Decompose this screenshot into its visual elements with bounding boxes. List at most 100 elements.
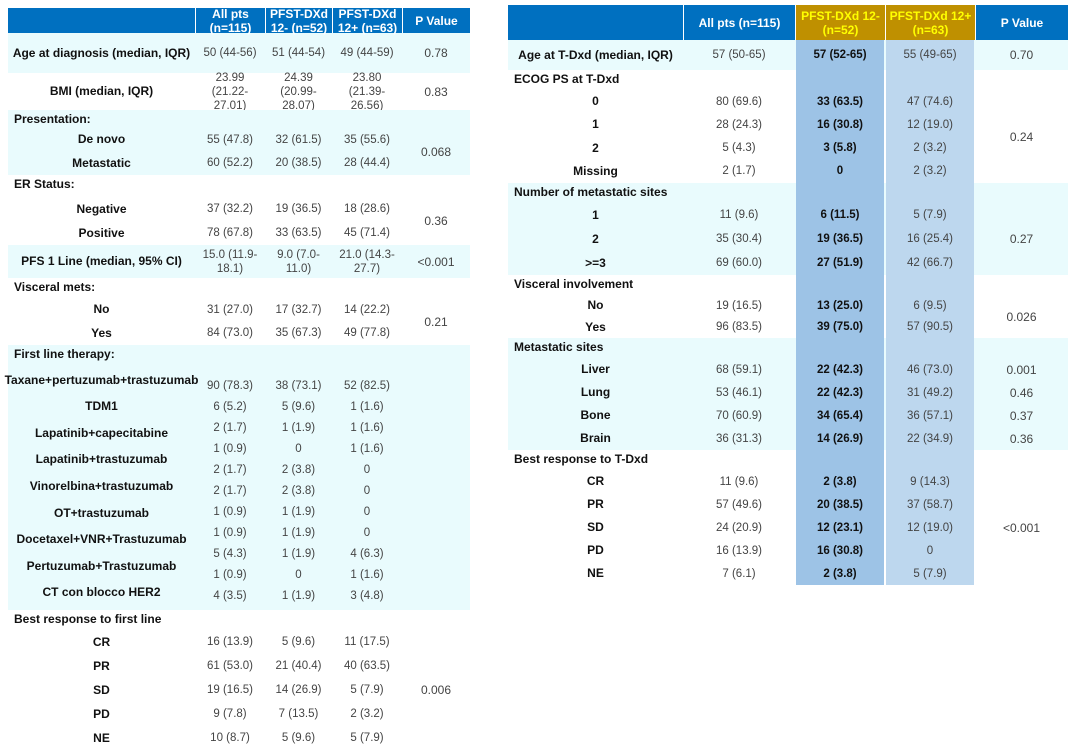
value-cell: 1 (1.6): [350, 400, 384, 413]
row-label: Lapatinib+capecitabine: [34, 425, 169, 440]
value-cell: 14 (22.2): [343, 303, 391, 316]
value-cell: 12 (19.0): [906, 118, 954, 131]
value-cell: 1 (0.9): [213, 442, 247, 455]
section-title: Number of metastatic sites: [514, 185, 668, 199]
row-label: Lapatinib+trastuzumab: [35, 452, 168, 467]
row-label: SD: [587, 520, 604, 534]
value-cell: 5 (9.6): [281, 636, 316, 648]
value-cell: 14 (26.9): [816, 432, 864, 445]
value-cell: 5 (9.6): [281, 400, 316, 413]
value-cell: 4 (3.5): [213, 589, 247, 602]
value-cell: 11 (17.5): [344, 636, 390, 648]
right-tdxd-table: Age at T-Dxd (median, IQR) 57 (50-65) 57 (…: [508, 5, 1068, 585]
value-cell: 1 (1.9): [281, 589, 316, 602]
value-cell: 34 (65.4): [816, 409, 864, 422]
value-cell: 68 (59.1): [715, 363, 763, 376]
value-cell: 0: [363, 463, 371, 476]
p-value: 0.78: [424, 46, 448, 60]
value-cell: 5 (9.6): [281, 732, 316, 744]
value-cell: 0: [363, 505, 371, 518]
row-group: BMI (median, IQR) 23.99 (21.22-27.01) 24.3…: [8, 71, 470, 112]
value-cell: 12 (19.0): [906, 521, 954, 534]
value-cell: 33 (63.5): [816, 95, 864, 108]
p-value: 0.21: [424, 314, 448, 329]
p-value: 0.001: [1006, 362, 1037, 377]
value-cell: 9.0 (7.0-11.0): [277, 248, 320, 275]
value-cell: 57 (49.6): [715, 498, 763, 511]
band-background: [508, 40, 1068, 70]
row-group: Age at diagnosis (median, IQR) 50 (44-56)…: [8, 33, 470, 73]
value-cell: 5 (7.9): [913, 209, 947, 221]
band-background: [508, 338, 1068, 450]
value-cell: 35 (30.4): [715, 233, 763, 245]
row-label: Missing: [573, 163, 618, 178]
value-cell: 52 (82.5): [343, 379, 391, 392]
value-cell: 4 (6.3): [350, 547, 384, 560]
row-label: No: [587, 298, 604, 313]
value-cell: 1 (1.6): [350, 442, 384, 455]
value-cell: 90 (78.3): [206, 379, 254, 392]
section-title: ECOG PS at T-Dxd: [514, 72, 620, 86]
band-background: [508, 183, 1068, 275]
row-group: PFS 1 Line (median, 95% CI) 15.0 (11.9-18…: [8, 245, 470, 278]
value-cell: 96 (83.5): [715, 321, 763, 334]
row-label: No: [93, 302, 110, 317]
value-cell: 36 (31.3): [715, 432, 763, 445]
row-label: PFS 1 Line (median, 95% CI): [21, 254, 182, 268]
row-label: 2: [592, 231, 599, 246]
row-label: 2: [592, 140, 599, 155]
value-cell: 6 (11.5): [820, 209, 860, 221]
row-label: NE: [93, 730, 110, 745]
value-cell: 19 (36.5): [816, 233, 864, 245]
value-cell: 53 (46.1): [715, 386, 763, 399]
value-cell: 80 (69.6): [715, 95, 763, 108]
row-label: >=3: [585, 255, 606, 270]
row-label: Taxane+pertuzumab+trastuzumab: [4, 372, 199, 387]
p-value: 0.37: [1009, 408, 1034, 423]
value-cell: 1 (1.6): [350, 421, 384, 434]
value-cell: 1 (0.9): [213, 526, 247, 539]
value-cell: 60 (52.2): [206, 157, 254, 170]
section-title: Metastatic sites: [514, 340, 604, 354]
p-value: 0.068: [420, 144, 452, 159]
column-header: All pts (n=115): [195, 7, 265, 35]
value-cell: 0: [836, 165, 844, 178]
row-group: Age at T-Dxd (median, IQR) 57 (50-65) 57 (…: [508, 40, 1068, 70]
value-cell: 12 (23.1): [816, 521, 864, 534]
value-cell: 37 (32.2): [206, 203, 254, 215]
value-cell: 2 (3.8): [281, 484, 316, 497]
value-cell: 9 (14.3): [910, 475, 950, 488]
value-cell: 28 (44.4): [343, 157, 391, 170]
value-cell: 6 (9.5): [913, 299, 947, 312]
value-cell: 22 (34.9): [906, 432, 954, 445]
value-cell: 13 (25.0): [816, 299, 864, 312]
value-cell: 2 (1.7): [213, 421, 247, 434]
value-cell: 10 (8.7): [210, 732, 250, 744]
p-value: 0.24: [1009, 129, 1034, 144]
table-header: All pts (n=115) PFST-DXd 12- (n=52) PFST-D…: [8, 7, 470, 35]
p-value: 0.006: [420, 683, 452, 697]
value-cell: 5 (7.9): [350, 684, 384, 696]
p-value: <0.001: [417, 254, 455, 269]
section-title: ER Status:: [14, 177, 75, 191]
row-group: Visceral mets: No 31 (27.0) 17 (32.7) 14 (22…: [8, 278, 470, 345]
value-cell: 84 (73.0): [206, 327, 254, 340]
value-cell: 7 (13.5): [278, 708, 319, 720]
value-cell: 40 (63.5): [343, 660, 391, 672]
value-cell: 31 (27.0): [206, 303, 254, 316]
value-cell: 49 (44-59): [340, 47, 394, 59]
p-value: 0.026: [1006, 309, 1037, 324]
value-cell: 55 (47.8): [206, 133, 254, 146]
value-cell: 19 (16.5): [206, 684, 254, 696]
section-title: First line therapy:: [14, 347, 115, 361]
row-label: 1: [592, 207, 599, 222]
row-label: Age at diagnosis (median, IQR): [12, 45, 191, 60]
value-cell: 0: [295, 442, 302, 455]
row-group: First line therapy: Taxane+pertuzumab+tra…: [4, 345, 470, 610]
value-cell: 20 (38.5): [816, 498, 864, 511]
section-title: Visceral mets:: [14, 280, 96, 294]
row-label: Liver: [581, 362, 610, 376]
value-cell: 24.39 (20.99-28.07): [280, 71, 317, 112]
p-value: 0.36: [424, 214, 448, 228]
value-cell: 5 (7.9): [350, 732, 384, 744]
